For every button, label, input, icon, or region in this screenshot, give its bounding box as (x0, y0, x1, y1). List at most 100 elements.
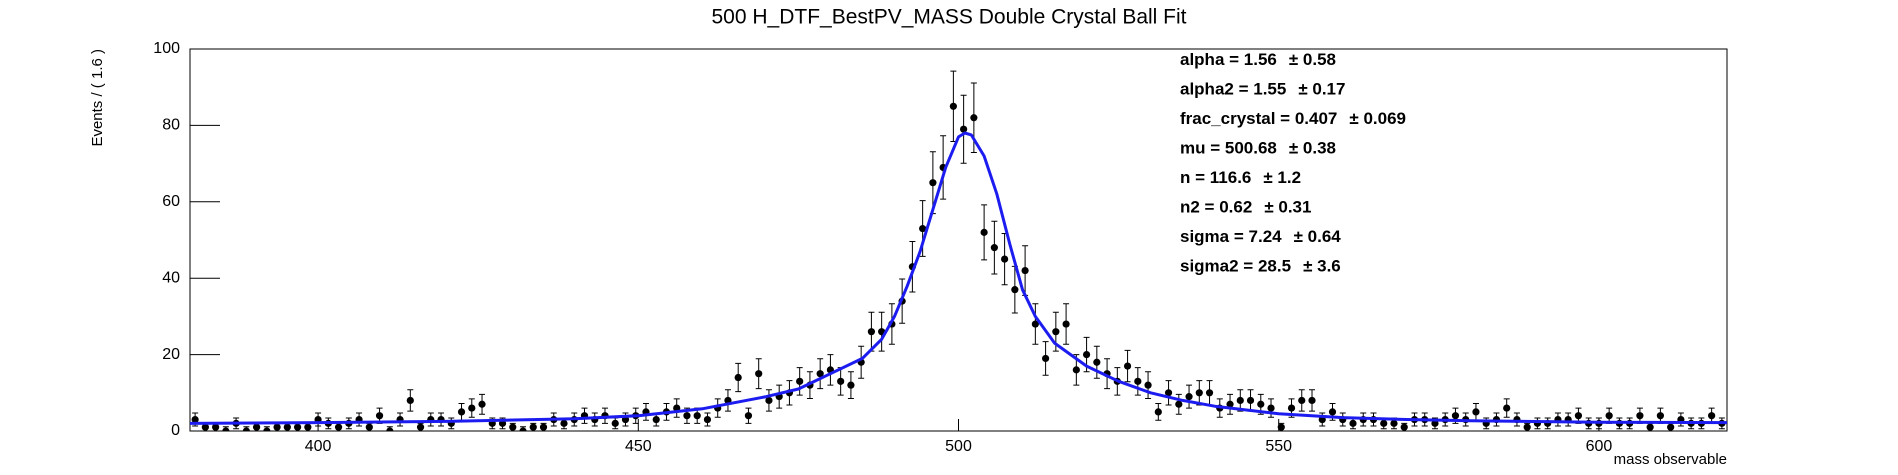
fit-parameter: sigma2 = 28.5 ± 3.6 (1180, 257, 1341, 276)
fit-curve (190, 131, 1727, 425)
data-point (468, 404, 476, 412)
parameter-error: ± 0.31 (1264, 198, 1311, 217)
parameter-error: ± 0.069 (1349, 109, 1406, 128)
fit-parameter: alpha = 1.56 ± 0.58 (1180, 50, 1336, 69)
data-point (1708, 412, 1716, 420)
data-point (816, 370, 824, 378)
data-point (1267, 404, 1275, 412)
data-point (1667, 423, 1675, 431)
parameter-name: sigma = (1180, 227, 1249, 246)
data-point (1246, 396, 1255, 405)
data-point (1052, 328, 1060, 336)
data-point (201, 423, 209, 431)
chart-title: 500 H_DTF_BestPV_MASS Double Crystal Bal… (711, 6, 1186, 29)
data-point (867, 328, 876, 336)
parameter-error: ± 1.2 (1263, 168, 1301, 187)
data-point (539, 423, 548, 431)
data-point (744, 412, 753, 420)
data-point (416, 423, 425, 431)
data-point (1031, 320, 1039, 328)
parameter-value: 0.62 (1219, 198, 1252, 217)
parameter-error: ± 0.38 (1289, 139, 1336, 158)
data-point (837, 377, 845, 385)
data-point (253, 423, 261, 431)
data-point (293, 423, 302, 431)
data-point (1451, 412, 1460, 420)
parameter-value: 0.407 (1295, 109, 1338, 128)
data-point (1636, 412, 1644, 420)
data-point (1021, 266, 1029, 275)
fit-parameter: n = 116.6 ± 1.2 (1180, 168, 1301, 187)
data-point (375, 412, 384, 420)
data-point (1257, 400, 1265, 408)
plot-frame (189, 48, 1728, 432)
y-tick-label: 20 (162, 346, 180, 363)
parameter-name: alpha2 = (1180, 80, 1253, 99)
data-point (1308, 396, 1316, 405)
parameter-error: ± 0.64 (1294, 227, 1342, 246)
fit-parameter: frac_crystal = 0.407 ± 0.069 (1180, 109, 1406, 128)
data-point (1287, 404, 1296, 412)
data-point (1503, 404, 1511, 412)
data-point (1195, 389, 1203, 397)
parameter-name: frac_crystal = (1180, 109, 1295, 128)
data-point (960, 125, 968, 133)
data-point (970, 114, 978, 122)
data-point (457, 408, 466, 416)
data-point (263, 427, 271, 431)
data-point (1011, 286, 1019, 294)
data-point (478, 400, 486, 408)
data-point (1164, 389, 1173, 397)
parameter-name: n2 = (1180, 198, 1219, 217)
data-point (242, 427, 250, 431)
data-point (1236, 396, 1244, 405)
fit-parameter: alpha2 = 1.55 ± 0.17 (1180, 80, 1345, 99)
data-point (847, 381, 855, 389)
data-point (529, 423, 537, 431)
data-point (990, 244, 998, 252)
data-point (386, 427, 394, 431)
fit-parameter: sigma = 7.24 ± 0.64 (1180, 227, 1341, 246)
x-tick-label: 500 (945, 438, 972, 455)
data-point (693, 412, 701, 420)
data-point (1523, 423, 1531, 431)
data-point (1400, 423, 1408, 431)
data-point (919, 224, 927, 233)
data-point (1605, 412, 1613, 420)
data-point (222, 427, 230, 431)
data-point (1144, 381, 1152, 389)
parameter-error: ± 0.58 (1289, 50, 1336, 69)
data-point (1123, 362, 1132, 370)
y-tick-label: 0 (171, 422, 180, 439)
data-point (1646, 423, 1654, 431)
data-point (304, 423, 312, 431)
data-point (1390, 419, 1398, 427)
data-point (611, 419, 619, 427)
y-axis-label: Events / ( 1.6 ) (89, 49, 106, 147)
data-point (283, 423, 291, 431)
data-point (1062, 320, 1070, 328)
x-axis-label: mass observable (1614, 451, 1727, 468)
y-tick-label: 80 (162, 117, 180, 134)
parameter-name: alpha = (1180, 50, 1244, 69)
y-tick-label: 40 (162, 269, 180, 286)
data-point (1154, 408, 1162, 416)
data-point (273, 423, 281, 431)
parameter-name: sigma2 = (1180, 257, 1258, 276)
fit-parameter: mu = 500.68 ± 0.38 (1180, 139, 1336, 158)
data-point (334, 423, 343, 431)
data-point (1226, 400, 1234, 408)
data-point (1185, 393, 1193, 401)
fit-parameter: n2 = 0.62 ± 0.31 (1180, 198, 1311, 217)
data-point (929, 179, 937, 187)
parameter-value: 116.6 (1210, 168, 1252, 187)
data-point (703, 415, 712, 424)
parameter-name: n = (1180, 168, 1210, 187)
data-point (1082, 351, 1091, 359)
data-point (1328, 408, 1337, 416)
data-point (652, 415, 660, 424)
x-tick-label: 450 (625, 438, 652, 455)
parameter-value: 500.68 (1225, 139, 1277, 158)
